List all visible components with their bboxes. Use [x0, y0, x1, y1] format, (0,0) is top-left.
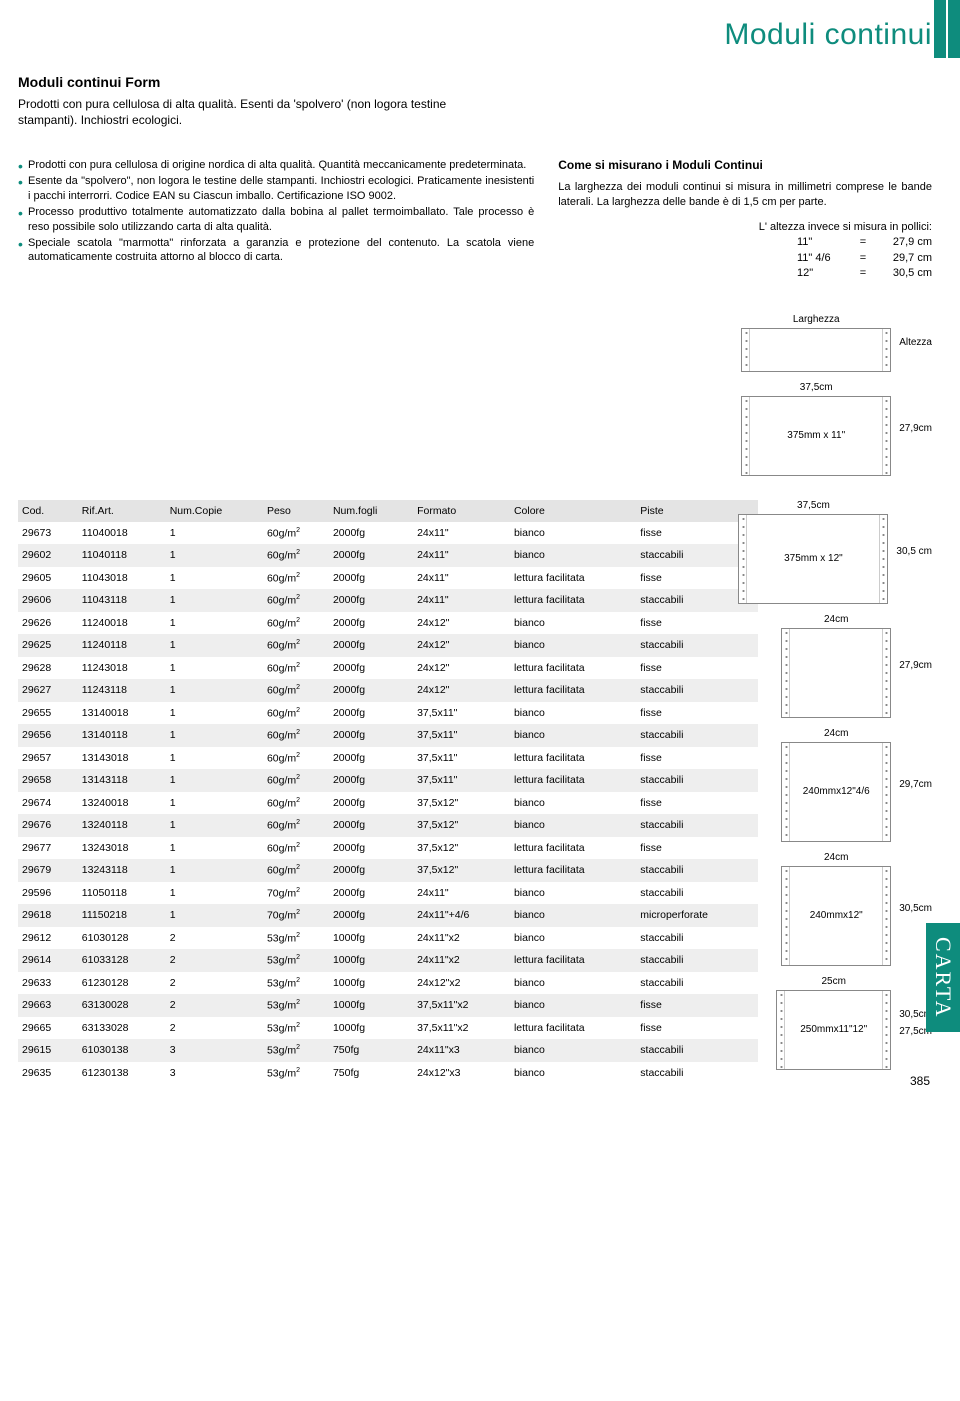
diagram-side-label: 30,5cm — [899, 903, 932, 914]
diagram-side-label: Altezza — [899, 337, 932, 348]
feature-item: Processo produttivo totalmente automatiz… — [18, 205, 534, 235]
table-row: 2967713243018160g/m22000fg37,5x12"lettur… — [18, 837, 758, 860]
diagram-box: 375mm x 11" — [741, 396, 891, 476]
table-row: 2965713143018160g/m22000fg37,5x11"lettur… — [18, 747, 758, 770]
table-row: 2962511240118160g/m22000fg24x12"biancost… — [18, 634, 758, 657]
diagram-side-label: 27,9cm — [899, 660, 932, 671]
diagram-area: Larghezza Altezza 37,5cm 375mm x 11" 27,9cm — [18, 314, 932, 476]
intro-text: Prodotti con pura cellulosa di alta qual… — [18, 96, 448, 128]
diagram-box — [741, 328, 891, 372]
feature-item: Speciale scatola "marmotta" rinforzata a… — [18, 236, 534, 266]
page-title: Moduli continui — [18, 18, 932, 52]
diagram-top-label: 37,5cm — [797, 500, 830, 511]
table-row: 2967413240018160g/m22000fg37,5x12"bianco… — [18, 792, 758, 815]
diagram-box: 240mmx12" — [781, 866, 891, 966]
section-tab: CARTA — [926, 923, 960, 1032]
diagram-top-label: 24cm — [824, 852, 848, 863]
feature-item: Prodotti con pura cellulosa di origine n… — [18, 158, 534, 173]
table-row: 2961811150218170g/m22000fg24x11"+4/6bian… — [18, 904, 758, 927]
table-row: 2963561230138353g/m2750fg24x12"x3biancos… — [18, 1062, 758, 1085]
table-header: Colore — [510, 500, 636, 522]
table-row: 2961261030128253g/m21000fg24x11"x2bianco… — [18, 927, 758, 950]
diagram-top-label: 24cm — [824, 614, 848, 625]
table-row: 2963361230128253g/m21000fg24x12"x2bianco… — [18, 972, 758, 995]
table-header: Formato — [413, 500, 510, 522]
table-row: 2966363130028253g/m21000fg37,5x11"x2bian… — [18, 994, 758, 1017]
measure-intro: L' altezza invece si misura in pollici: — [558, 220, 932, 235]
table-row: 2967613240118160g/m22000fg37,5x12"bianco… — [18, 814, 758, 837]
diagram-box — [781, 628, 891, 718]
measure-heading: Come si misurano i Moduli Continui — [558, 158, 932, 172]
diagram-box: 240mmx12"4/6 — [781, 742, 891, 842]
table-row: 2960211040118160g/m22000fg24x11"biancost… — [18, 544, 758, 567]
table-row: 2965813143118160g/m22000fg37,5x11"lettur… — [18, 769, 758, 792]
table-header: Rif.Art. — [78, 500, 166, 522]
header-accent — [934, 0, 960, 58]
product-table: Cod.Rif.Art.Num.CopiePesoNum.fogliFormat… — [18, 500, 758, 1085]
table-header: Num.Copie — [166, 500, 263, 522]
table-row: 2965513140018160g/m22000fg37,5x11"bianco… — [18, 702, 758, 725]
table-row: 2962711243118160g/m22000fg24x12"lettura … — [18, 679, 758, 702]
table-row: 2965613140118160g/m22000fg37,5x11"bianco… — [18, 724, 758, 747]
table-row: 2966563133028253g/m21000fg37,5x11"x2lett… — [18, 1017, 758, 1040]
table-row: 2960611043118160g/m22000fg24x11"lettura … — [18, 589, 758, 612]
side-diagrams: 37,5cm375mm x 12"30,5 cm24cm27,9cm24cm24… — [772, 500, 932, 1080]
table-row: 2961461033128253g/m21000fg24x11"x2lettur… — [18, 949, 758, 972]
table-row: 2961561030138353g/m2750fg24x11"x3biancos… — [18, 1039, 758, 1062]
table-row: 2960511043018160g/m22000fg24x11"lettura … — [18, 567, 758, 590]
diagram-box: 250mmx11"12" — [776, 990, 891, 1070]
diagram-top-label: 25cm — [821, 976, 845, 987]
table-header: Num.fogli — [329, 500, 413, 522]
feature-list: Prodotti con pura cellulosa di origine n… — [18, 158, 534, 265]
table-header: Cod. — [18, 500, 78, 522]
diagram-top-label: 24cm — [824, 728, 848, 739]
table-row: 2967913243118160g/m22000fg37,5x12"lettur… — [18, 859, 758, 882]
diagram-box: 375mm x 12" — [738, 514, 888, 604]
page-number: 385 — [910, 1074, 930, 1088]
measure-rows: 11"=27,9 cm11" 4/6=29,7 cm12"=30,5 cm — [797, 235, 932, 281]
subtitle: Moduli continui Form — [18, 74, 932, 90]
measure-body: La larghezza dei moduli continui si misu… — [558, 180, 932, 210]
diagram-side-label: 29,7cm — [899, 779, 932, 790]
table-header: Peso — [263, 500, 329, 522]
table-row: 2962811243018160g/m22000fg24x12"lettura … — [18, 657, 758, 680]
table-row: 2959611050118170g/m22000fg24x11"biancost… — [18, 882, 758, 905]
table-row: 2962611240018160g/m22000fg24x12"biancofi… — [18, 612, 758, 635]
diagram-top-label: 37,5cm — [800, 382, 833, 393]
table-row: 2967311040018160g/m22000fg24x11"biancofi… — [18, 522, 758, 545]
feature-item: Esente da "spolvero", non logora le test… — [18, 174, 534, 204]
diagram-side-label: 30,5 cm — [896, 546, 932, 557]
diagram-side-label: 27,9cm — [899, 423, 932, 434]
diagram-top-label: Larghezza — [793, 314, 840, 325]
